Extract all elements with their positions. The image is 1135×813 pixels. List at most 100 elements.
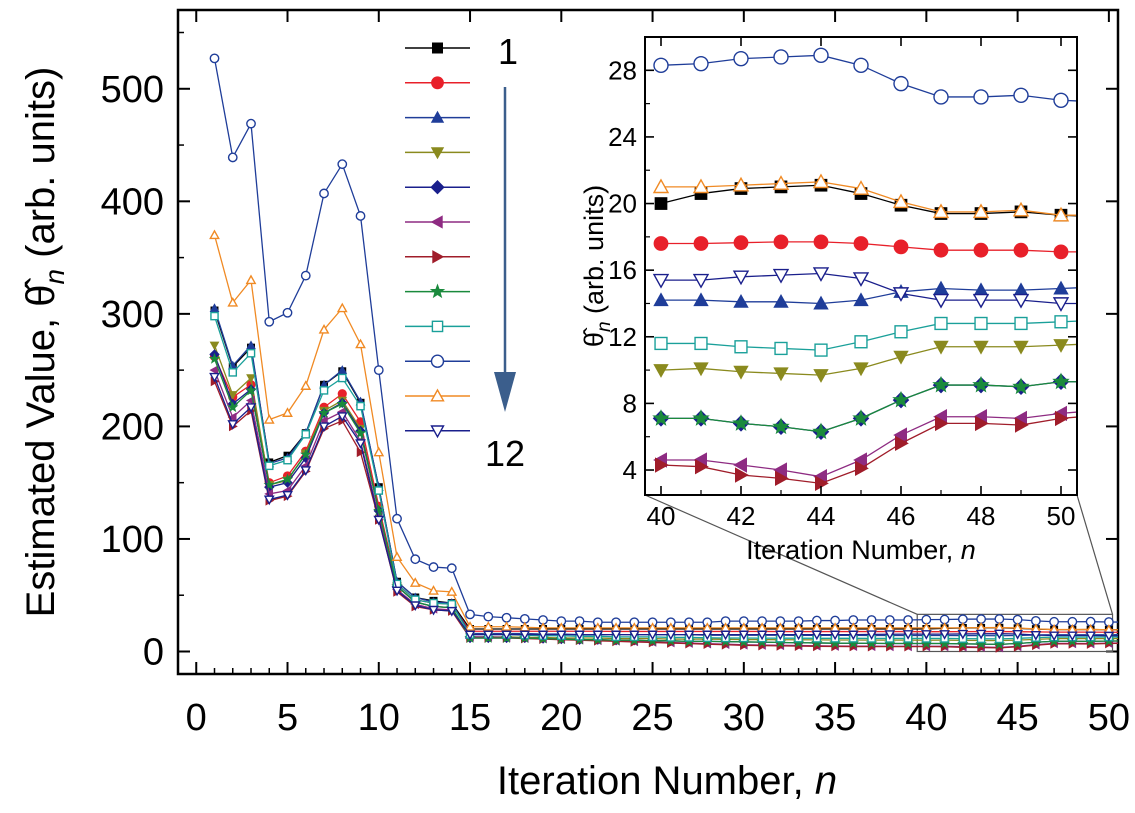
main-x-tick-label: 15 (449, 697, 491, 739)
inset-data-point (892, 390, 910, 408)
inset-series-2 (653, 234, 1077, 260)
inset-data-point (735, 467, 749, 483)
inset-data-point (1013, 87, 1029, 103)
main-data-point (482, 630, 494, 641)
main-data-point (355, 211, 366, 221)
inset-series-line (661, 272, 1077, 305)
main-data-point (464, 621, 476, 631)
main-data-point (319, 386, 329, 395)
main-x-tick-label: 30 (723, 697, 765, 739)
main-data-point (373, 446, 385, 457)
inset-data-point (1093, 374, 1108, 389)
main-data-point (665, 630, 677, 641)
main-data-point (245, 274, 257, 285)
inset-y-axis-title-theta: θ̂ (579, 327, 609, 347)
inset-data-point (733, 365, 749, 380)
inset-y-axis-title-suffix: (arb. units) (579, 185, 609, 322)
inset-data-point (975, 415, 989, 432)
main-data-point (683, 630, 695, 641)
inset-data-point (972, 293, 990, 309)
main-data-point (282, 407, 293, 417)
main-data-point (464, 630, 476, 641)
main-plot-frame (176, 8, 1120, 676)
inset-data-point (812, 267, 830, 282)
main-data-point (227, 296, 239, 307)
inset-data-point (1053, 339, 1069, 353)
main-data-point (355, 439, 366, 449)
inset-data-point (813, 234, 829, 250)
legend-marker (430, 425, 445, 439)
inset-y-axis-title-sub: n (594, 321, 615, 332)
main-data-point (336, 412, 348, 422)
inset-data-point (772, 175, 790, 190)
main-y-axis-title-suffix: (arb. units) (19, 67, 63, 269)
main-data-point (793, 630, 804, 641)
main-data-point (920, 630, 932, 640)
inset-data-point (1053, 244, 1069, 260)
inset-data-point (853, 57, 869, 74)
inset-data-point (775, 470, 789, 487)
main-data-point (1085, 631, 1097, 642)
main-x-tick-label: 50 (1088, 697, 1130, 739)
main-data-point (209, 53, 220, 64)
inset-x-tick-label: 40 (647, 501, 676, 531)
inset-data-point (1095, 408, 1108, 422)
legend-marker (430, 180, 445, 195)
legend-item-5 (405, 180, 470, 195)
main-data-point (245, 384, 257, 396)
inset-data-point (774, 341, 788, 356)
main-data-point (228, 368, 238, 377)
main-y-axis: 0 100 200 300 400 500 (101, 31, 1118, 673)
main-x-tick-label: 0 (186, 697, 207, 739)
legend-marker (430, 388, 445, 402)
main-data-point (301, 430, 311, 439)
main-data-point (811, 630, 823, 641)
main-x-axis-title: Iteration Number, n (497, 759, 837, 803)
main-data-point (208, 352, 221, 364)
inset-data-point (813, 47, 829, 64)
main-data-point (318, 323, 330, 334)
main-data-point (209, 229, 220, 240)
main-data-point (1123, 626, 1131, 634)
main-data-point (428, 585, 439, 595)
inset-data-point (732, 270, 750, 286)
inset-data-point (1094, 338, 1108, 351)
inset-data-point (852, 180, 870, 195)
main-x-tick-label: 5 (277, 697, 298, 739)
inset-data-point (973, 242, 989, 258)
inset-data-point (973, 89, 989, 105)
inset-data-point (892, 193, 910, 209)
inset-y-tick-label: 28 (608, 55, 637, 85)
inset-data-point (853, 292, 869, 307)
main-data-point (282, 477, 293, 488)
main-data-point (1124, 639, 1132, 647)
main-data-point (1123, 632, 1131, 640)
inset-data-point (1013, 340, 1029, 355)
main-data-point (610, 630, 622, 641)
main-x-axis-title-n: n (815, 759, 837, 803)
main-data-point (391, 551, 403, 562)
legend-item-12 (405, 425, 470, 439)
inset-series-line (661, 287, 1077, 305)
main-data-point (356, 447, 366, 458)
inset-data-point (1055, 410, 1069, 427)
main-data-point (884, 630, 896, 640)
legend-marker (431, 76, 444, 90)
inset-data-point (693, 292, 709, 307)
inset-y-tick-label: 12 (608, 322, 637, 352)
inset-data-point (854, 335, 868, 349)
legend-item-1 (405, 42, 470, 54)
main-data-point (1124, 626, 1131, 633)
legend-item-6 (405, 215, 470, 229)
inset-data-point (1053, 92, 1069, 108)
main-data-point (283, 455, 292, 465)
main-data-point (428, 605, 439, 616)
main-data-point (465, 609, 475, 620)
legend-marker (430, 354, 445, 368)
inset-data-point (1094, 403, 1107, 417)
main-data-point (209, 341, 220, 351)
inset-data-point (813, 369, 829, 383)
main-data-point (264, 316, 275, 327)
inset-data-point (852, 272, 870, 287)
